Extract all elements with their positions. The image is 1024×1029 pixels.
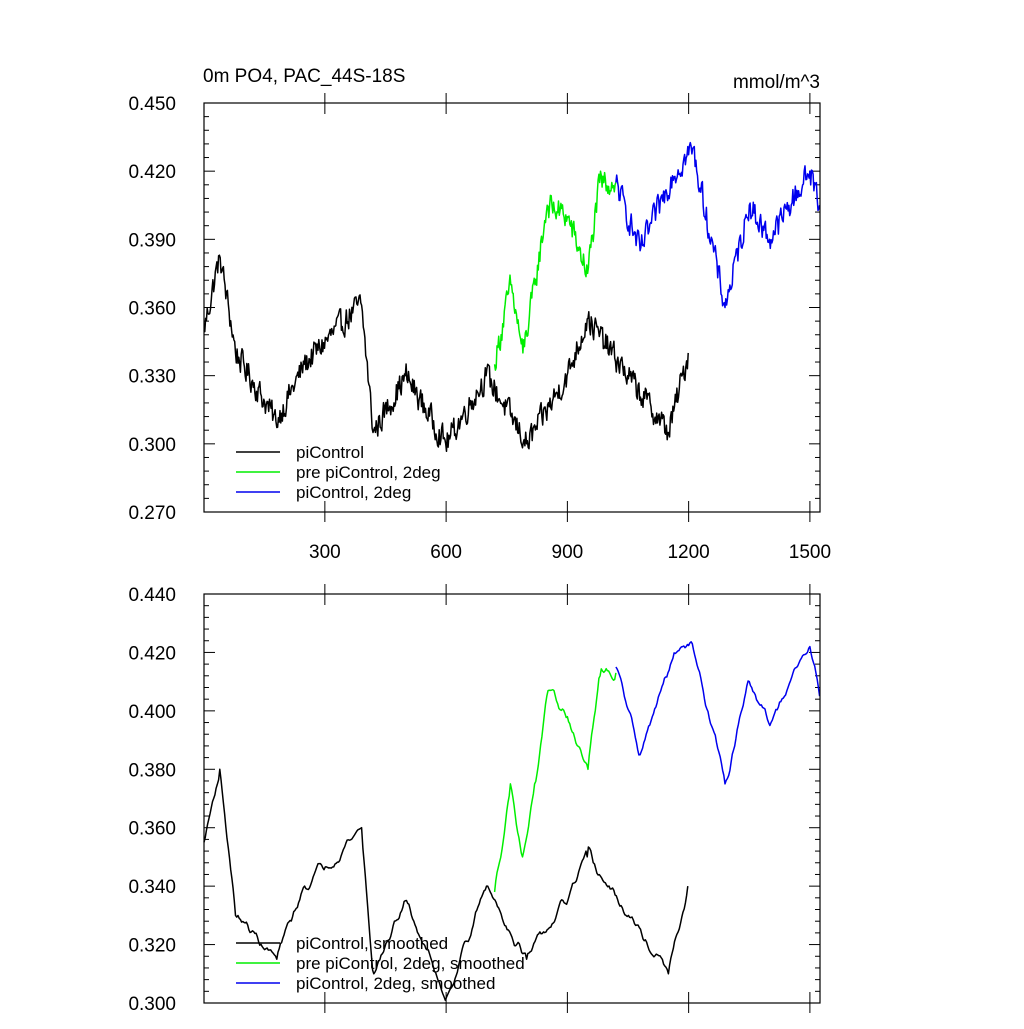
legend-label-pre-picontrol-2deg: pre piControl, 2deg <box>296 463 441 482</box>
top-panel-frame <box>203 102 821 513</box>
x-tick-label: 1500 <box>789 542 831 563</box>
y-tick-label: 0.420 <box>128 162 176 183</box>
legend-label-pre-picontrol-2deg-smoothed: pre piControl, 2deg, smoothed <box>296 954 525 973</box>
y-tick-label: 0.380 <box>128 760 176 781</box>
x-tick-label: 1200 <box>667 542 709 563</box>
y-tick-label: 0.300 <box>128 435 176 456</box>
bottom-panel: 0.300 0.320 0.340 0.360 0.380 0.400 0.420 0.440… <box>128 584 821 1015</box>
top-panel-units: mmol/m^3 <box>733 72 820 93</box>
y-tick-label: 0.390 <box>128 230 176 251</box>
series-line-picontrol-smoothed <box>203 768 689 1001</box>
series-line-pre-picontrol-2deg <box>493 170 617 371</box>
series-line-picontrol-2deg-smoothed <box>615 641 821 785</box>
y-tick-label: 0.300 <box>128 994 176 1015</box>
legend-label-picontrol-smoothed: piControl, smoothed <box>296 934 448 953</box>
bottom-panel-tick-marks <box>204 584 820 1013</box>
y-tick-label: 0.330 <box>128 367 176 388</box>
x-tick-label: 300 <box>309 542 341 563</box>
bottom-panel-series <box>203 641 821 1001</box>
top-panel-series <box>203 141 821 453</box>
y-tick-label: 0.340 <box>128 877 176 898</box>
top-panel-legend: piControl pre piControl, 2deg piControl,… <box>236 443 441 502</box>
series-line-picontrol-2deg <box>615 141 821 309</box>
bottom-panel-y-tick-labels: 0.300 0.320 0.340 0.360 0.380 0.400 0.420 0.440 <box>128 585 176 1015</box>
x-tick-label: 600 <box>430 542 462 563</box>
y-tick-label: 0.320 <box>128 936 176 957</box>
bottom-panel-frame <box>203 593 821 1004</box>
y-tick-label: 0.270 <box>128 503 176 524</box>
y-tick-label: 0.440 <box>128 585 176 606</box>
legend-label-picontrol-2deg-smoothed: piControl, 2deg, smoothed <box>296 974 495 993</box>
top-panel-y-tick-labels: 0.270 0.300 0.330 0.360 0.390 0.420 0.450 <box>128 94 176 524</box>
bottom-panel-legend: piControl, smoothed pre piControl, 2deg,… <box>236 934 525 993</box>
y-tick-label: 0.400 <box>128 702 176 723</box>
series-line-pre-picontrol-2deg-smoothed <box>493 667 617 893</box>
top-panel: 0m PO4, PAC_44S-18S mmol/m^3 0.2700.3000… <box>128 66 831 563</box>
y-tick-label: 0.450 <box>128 94 176 115</box>
y-tick-label: 0.360 <box>128 819 176 840</box>
top-panel-title: 0m PO4, PAC_44S-18S <box>203 66 405 87</box>
x-tick-label: 900 <box>552 542 584 563</box>
legend-label-picontrol-2deg: piControl, 2deg <box>296 483 411 502</box>
top-panel-x-tick-labels: 300 600 900 1200 1500 <box>309 542 831 563</box>
legend-label-picontrol: piControl <box>296 443 364 462</box>
y-tick-label: 0.420 <box>128 643 176 664</box>
y-tick-label: 0.360 <box>128 299 176 320</box>
series-line-picontrol <box>203 254 689 453</box>
